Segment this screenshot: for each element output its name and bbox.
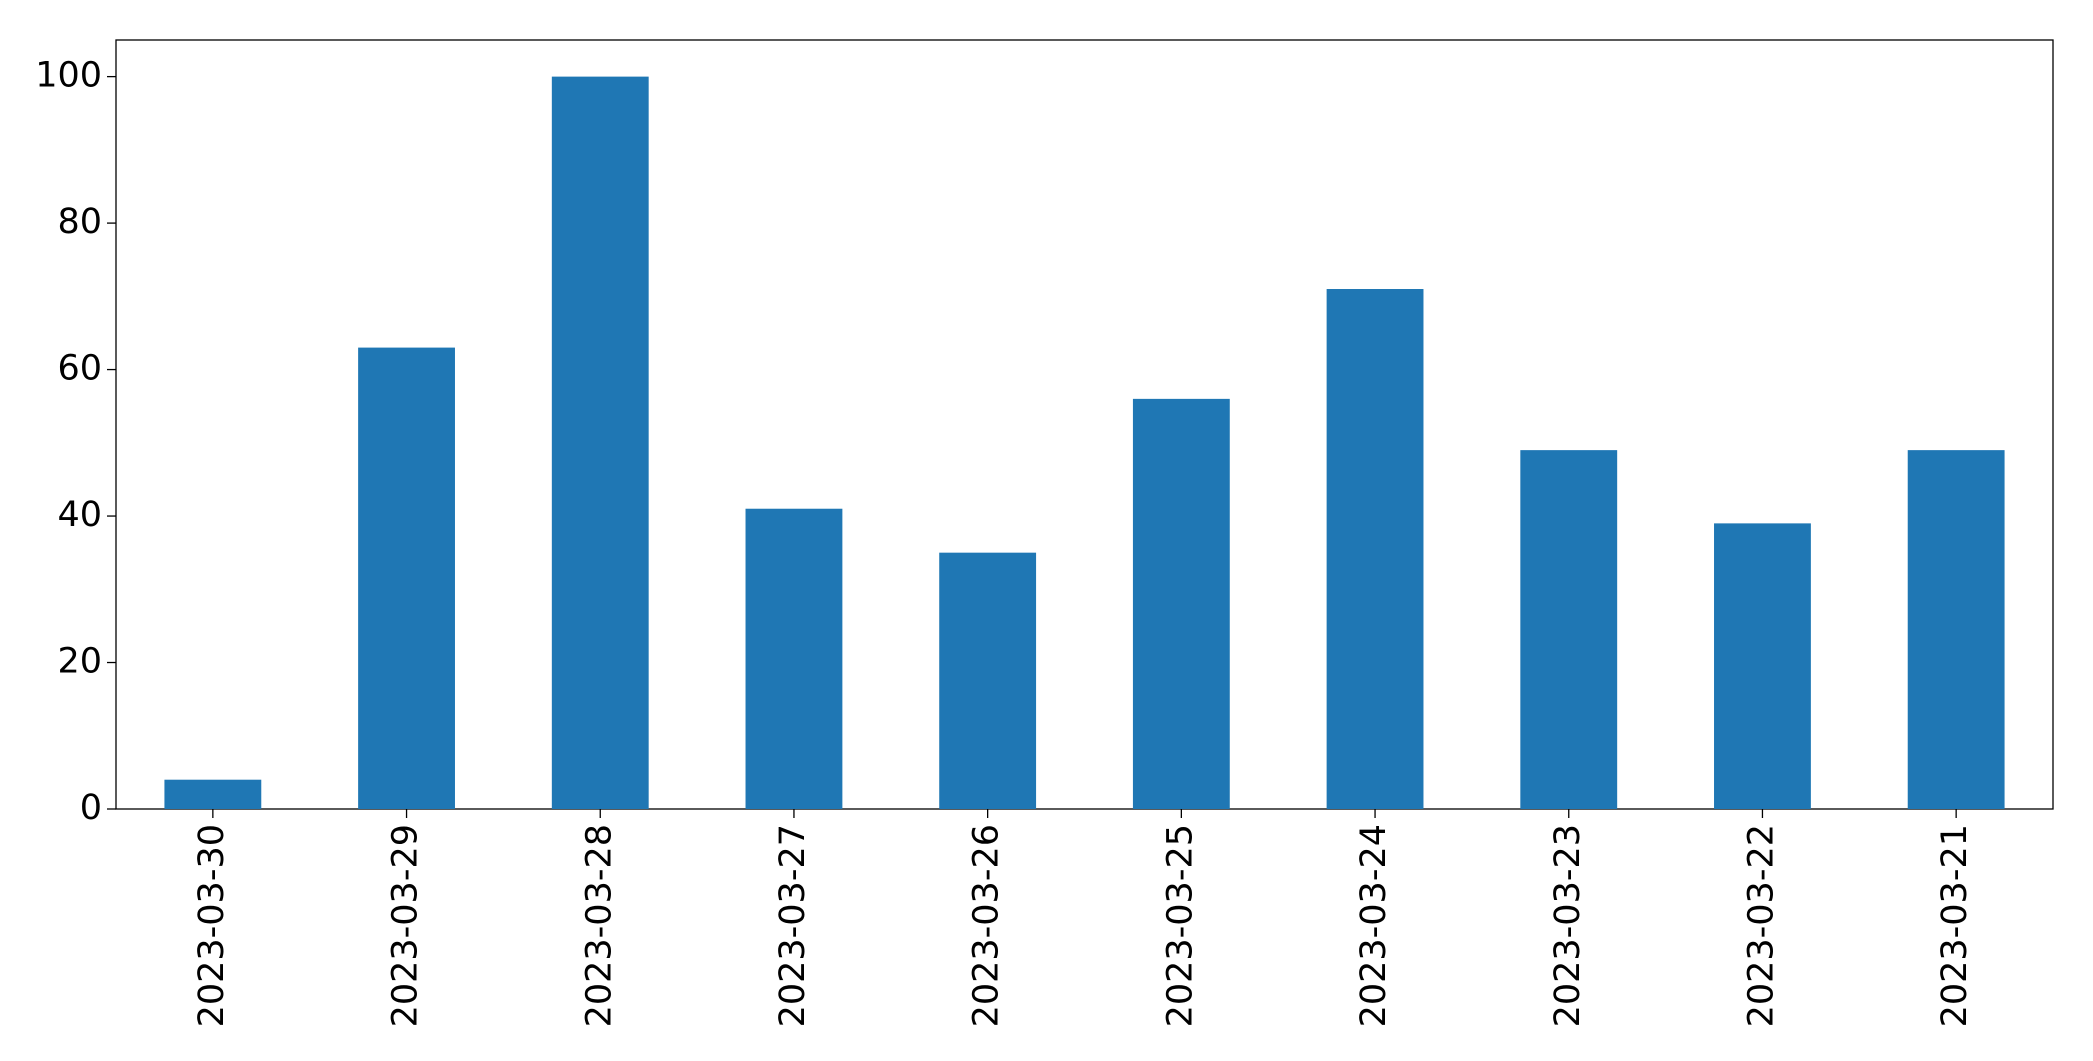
- y-tick-label: 20: [57, 642, 102, 682]
- bar: [1714, 523, 1811, 809]
- bar: [551, 76, 649, 810]
- x-tick-label: 2023-03-30: [192, 824, 232, 1027]
- bar: [1520, 450, 1618, 809]
- bar: [745, 508, 843, 809]
- y-tick-label: 100: [35, 56, 102, 96]
- x-tick-label: 2023-03-29: [386, 824, 426, 1027]
- y-tick-label: 0: [80, 788, 102, 828]
- x-tick-label: 2023-03-22: [1741, 824, 1781, 1027]
- bar: [1326, 289, 1424, 809]
- x-tick-label: 2023-03-28: [579, 824, 619, 1027]
- bar: [164, 779, 262, 809]
- y-tick-label: 60: [57, 349, 102, 389]
- x-tick-label: 2023-03-27: [773, 824, 813, 1027]
- x-tick-label: 2023-03-26: [967, 824, 1007, 1027]
- bar: [358, 347, 455, 809]
- y-tick-label: 80: [57, 202, 102, 242]
- bar: [1132, 398, 1230, 809]
- x-tick-label: 2023-03-25: [1160, 824, 1200, 1027]
- x-tick-label: 2023-03-24: [1354, 824, 1394, 1027]
- bar: [1907, 450, 2005, 809]
- plot-frame: [115, 39, 2054, 810]
- x-tick-label: 2023-03-21: [1935, 824, 1975, 1027]
- bar: [939, 552, 1037, 809]
- y-tick-label: 40: [57, 495, 102, 535]
- x-tick-label: 2023-03-23: [1548, 824, 1588, 1027]
